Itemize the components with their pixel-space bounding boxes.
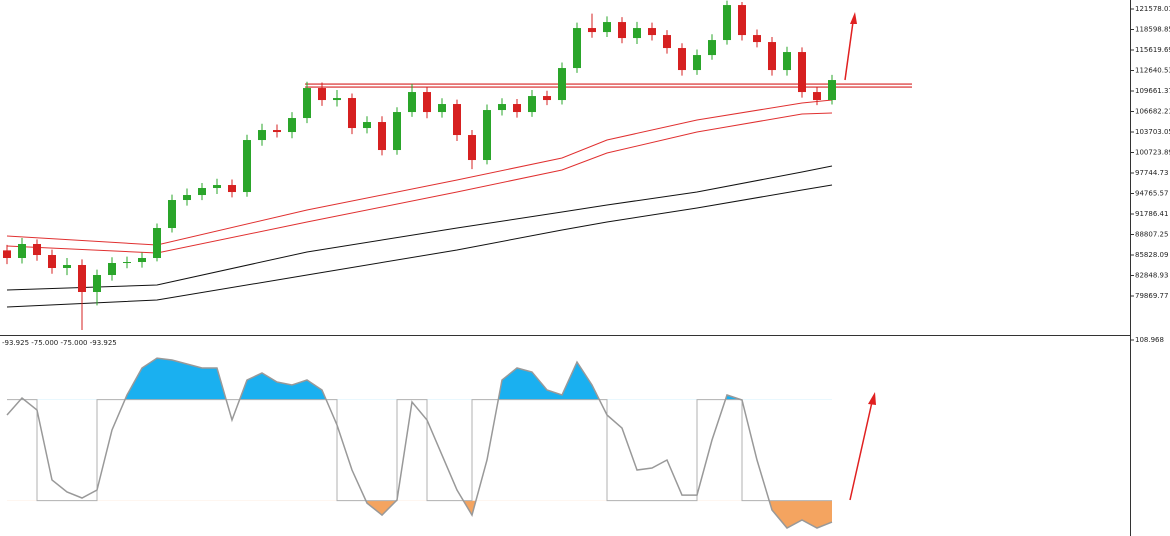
candle-body: [753, 35, 761, 43]
y-tick-label: 112640.53: [1135, 66, 1170, 74]
candle-body: [708, 40, 716, 56]
candle-body: [663, 35, 671, 49]
indicator-line: [6, 357, 833, 529]
moving-average-line: [6, 184, 833, 308]
candle-body: [618, 22, 626, 39]
candle-body: [33, 244, 41, 256]
y-tick-label: 97744.73: [1135, 169, 1168, 177]
candle-body: [273, 130, 281, 133]
y-tick-label: 118598.85: [1135, 26, 1170, 34]
candle-body: [333, 98, 341, 101]
y-tick-label: 103703.05: [1135, 128, 1170, 136]
candle-body: [798, 52, 806, 93]
y-tick-label: 82848.93: [1135, 271, 1168, 279]
candle-body: [543, 96, 551, 101]
y-tick-label: 108.968: [1135, 336, 1164, 344]
candle-body: [153, 228, 161, 259]
candle-body: [213, 185, 221, 189]
candle-body: [18, 244, 26, 259]
candle-body: [348, 98, 356, 129]
y-tick-label: 85828.09: [1135, 251, 1168, 259]
plot-layer: 121578.01 118598.85 115619.69 112640.53 1096…: [3, 0, 1170, 529]
oversold-fill: [365, 500, 832, 528]
candle-body: [408, 92, 416, 113]
candle-body: [498, 104, 506, 111]
candle-body: [648, 28, 656, 36]
candle-body: [468, 135, 476, 161]
candle-body: [228, 185, 236, 193]
candle-body: [513, 104, 521, 113]
candle-body: [423, 92, 431, 113]
candle-body: [603, 22, 611, 33]
candle-body: [243, 140, 251, 193]
candle-body: [723, 5, 731, 41]
y-tick-label: 109661.37: [1135, 87, 1170, 95]
signal-line: [7, 399, 832, 502]
candle-body: [633, 28, 641, 39]
candle-body: [558, 68, 566, 101]
arrow-head: [868, 392, 876, 405]
candle-body: [78, 265, 86, 293]
candle-body: [318, 88, 326, 101]
moving-average-line: [6, 112, 833, 254]
candle-body: [738, 5, 746, 36]
candle-body: [813, 92, 821, 101]
y-tick-label: 94765.57: [1135, 189, 1168, 197]
y-tick-label: 115619.69: [1135, 46, 1170, 54]
candle-body: [528, 96, 536, 113]
indicator-header: -93.925 -75.000 -75.000 -93.925: [2, 339, 117, 347]
y-tick-label: 88807.25: [1135, 230, 1168, 238]
y-tick-label: 121578.01: [1135, 5, 1170, 13]
moving-average-line: [6, 99, 833, 246]
candle-body: [393, 112, 401, 151]
candle-body: [588, 28, 596, 33]
candle-body: [678, 48, 686, 71]
candle-body: [768, 42, 776, 71]
arrow-head: [850, 12, 857, 24]
overbought-fill: [20, 358, 741, 400]
arrow-shaft: [844, 21, 854, 81]
y-tick-label: 106682.21: [1135, 107, 1170, 115]
candle-body: [138, 258, 146, 263]
candle-body: [483, 110, 491, 161]
candle-body: [438, 104, 446, 113]
candle-body: [198, 188, 206, 196]
candle-body: [363, 122, 371, 129]
moving-average-line: [6, 165, 833, 291]
y-tick-label: 91786.41: [1135, 210, 1168, 218]
candle-body: [123, 262, 131, 264]
candle-body: [48, 255, 56, 269]
candle-body: [828, 80, 836, 101]
candle-body: [63, 265, 71, 269]
arrow-shaft: [849, 401, 873, 501]
candle-body: [783, 52, 791, 71]
candle-body: [3, 250, 11, 259]
arrows: [844, 12, 876, 501]
candle-body: [303, 88, 311, 119]
candle-body: [183, 195, 191, 201]
candle-body: [693, 55, 701, 71]
candle-body: [288, 118, 296, 133]
y-tick-label: 100723.89: [1135, 148, 1170, 156]
candle-body: [108, 263, 116, 276]
y-tick-label: 79869.77: [1135, 292, 1168, 300]
candle-body: [378, 122, 386, 151]
candle-body: [168, 200, 176, 229]
candle-body: [573, 28, 581, 69]
candle-body: [258, 130, 266, 141]
candle-body: [93, 275, 101, 293]
candle-body: [453, 104, 461, 136]
